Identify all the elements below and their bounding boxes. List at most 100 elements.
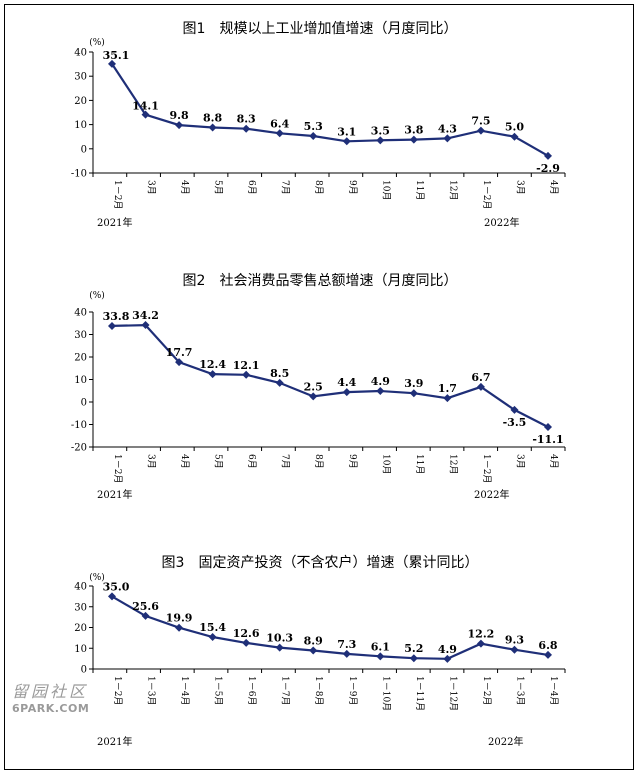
data-point (309, 131, 318, 140)
y-tick-label: 30 (74, 72, 87, 83)
x-category-label: 6月 (246, 454, 257, 469)
data-point (476, 126, 485, 135)
y-tick-label: 20 (74, 623, 87, 634)
data-point (443, 654, 452, 663)
data-label: 35.1 (103, 49, 130, 62)
x-category-label: 1－2月 (112, 180, 123, 209)
x-category-label: 1－12月 (447, 676, 458, 711)
data-label: 19.9 (166, 612, 193, 625)
y-tick-label: -20 (71, 443, 87, 454)
x-category-label: 10月 (380, 454, 391, 474)
y-tick-label: 10 (74, 375, 87, 386)
x-category-label: 1－3月 (514, 676, 525, 705)
data-point (208, 633, 217, 642)
data-label: 6.7 (471, 371, 490, 384)
x-category-label: 7月 (280, 454, 291, 469)
data-label: 12.1 (233, 359, 260, 372)
data-label: 8.5 (270, 367, 289, 380)
data-point (108, 592, 116, 601)
y-tick-label: 20 (74, 353, 87, 364)
x-category-label: 1－8月 (313, 676, 324, 705)
x-category-label: 4月 (179, 454, 190, 469)
data-point (544, 151, 552, 160)
data-label: -2.9 (536, 162, 560, 175)
data-point (376, 136, 385, 145)
data-label: 3.1 (337, 125, 356, 138)
data-point (376, 386, 385, 395)
x-category-label: 4月 (548, 454, 559, 469)
data-label: 14.1 (132, 100, 159, 113)
data-point (242, 370, 251, 379)
x-category-label: 7月 (280, 180, 291, 195)
figure-frame (4, 4, 634, 770)
data-label: 5.3 (304, 120, 323, 133)
y-tick-label: -10 (71, 420, 87, 431)
x-category-label: 1－6月 (246, 676, 257, 705)
data-point (409, 389, 418, 398)
data-label: 34.2 (132, 309, 159, 322)
x-category-label: 4月 (548, 180, 559, 195)
x-category-label: 1－3月 (146, 676, 157, 705)
year-label-2022: 2022年 (488, 735, 523, 748)
chart-1: 图1 规模以上工业增加值增速（月度同比） (%)40 30 20 10 0 -10 1－2月 3… (71, 21, 566, 229)
chart-title: 图2 社会消费品零售总额增速（月度同比） (183, 273, 458, 289)
data-label: 6.4 (270, 117, 289, 130)
data-point (510, 405, 519, 414)
data-point (510, 645, 519, 654)
data-point (275, 378, 284, 387)
y-tick-label: 40 (74, 308, 87, 319)
y-tick-label: 20 (74, 96, 87, 107)
y-tick-label: 30 (74, 602, 87, 613)
data-point (476, 382, 485, 391)
data-label: 7.3 (337, 638, 356, 651)
data-label: 6.8 (538, 639, 557, 652)
x-category-label: 9月 (347, 454, 358, 469)
y-tick-label: 0 (81, 144, 87, 155)
y-tick-label: 10 (74, 644, 87, 655)
year-label-2022: 2022年 (484, 216, 519, 229)
data-label: 33.8 (103, 310, 130, 323)
year-label-2021: 2021年 (97, 488, 132, 501)
series-line (111, 323, 549, 428)
data-label: 12.2 (468, 628, 495, 641)
data-point (443, 134, 452, 143)
x-category-label: 3月 (514, 180, 525, 195)
data-label: -3.5 (503, 416, 527, 429)
data-label: 4.3 (438, 122, 457, 135)
data-point (443, 394, 452, 403)
data-point (175, 121, 184, 130)
data-label: 10.3 (266, 632, 293, 645)
data-label: 3.5 (371, 124, 390, 137)
x-category-label: 4月 (179, 180, 190, 195)
year-label-2021: 2021年 (97, 216, 132, 229)
x-category-label: 8月 (313, 180, 324, 195)
x-category-label: 3月 (146, 180, 157, 195)
x-category-label: 1－2月 (112, 676, 123, 705)
data-point (175, 623, 184, 632)
x-category-label: 11月 (414, 454, 425, 474)
x-category-label: 6月 (246, 180, 257, 195)
y-tick-label: 40 (74, 48, 87, 59)
data-label: 4.9 (438, 643, 457, 656)
data-label: 7.5 (471, 115, 490, 128)
data-label: 4.4 (337, 376, 356, 389)
x-category-label: 1－5月 (213, 676, 224, 705)
x-category-label: 1－9月 (347, 676, 358, 705)
x-category-label: 1－2月 (481, 180, 492, 209)
chart-title: 图3 固定资产投资（不含农户）增速（累计同比） (162, 554, 479, 571)
data-point (376, 652, 385, 661)
data-point (342, 649, 351, 658)
x-category-label: 12月 (447, 180, 458, 200)
watermark-chinese: 留园社区 (12, 682, 89, 701)
x-category-label: 1－2月 (112, 454, 123, 483)
x-category-label: 3月 (146, 454, 157, 469)
data-point (242, 638, 251, 647)
data-point (544, 650, 552, 659)
data-label: 8.8 (203, 112, 222, 125)
x-category-label: 1－10月 (380, 676, 391, 711)
x-category-label: 10月 (380, 180, 391, 200)
data-point (141, 110, 150, 119)
data-label: 9.3 (505, 634, 524, 647)
x-category-label: 5月 (213, 454, 224, 469)
